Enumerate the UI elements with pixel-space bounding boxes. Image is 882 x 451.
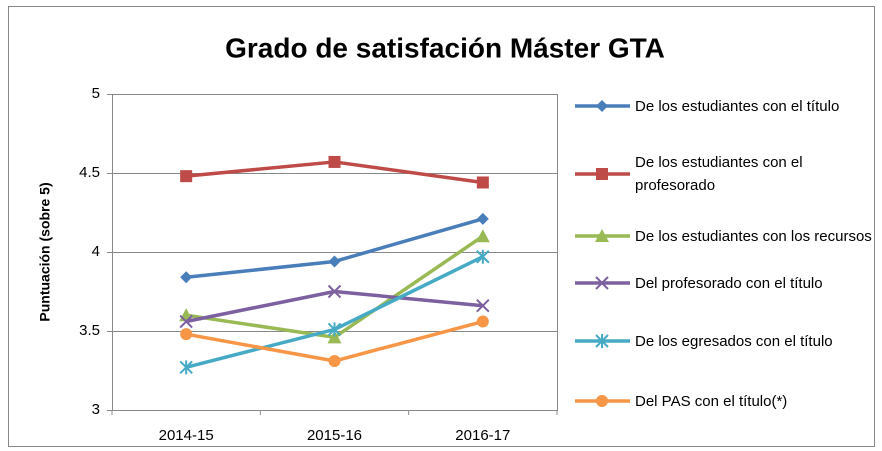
marker xyxy=(180,170,193,183)
marker xyxy=(327,284,342,299)
chart-border xyxy=(8,6,875,447)
marker xyxy=(328,255,341,268)
marker xyxy=(328,155,341,168)
legend-label: Del profesorado con el título xyxy=(635,274,823,292)
legend-label: De los egresados con el título xyxy=(635,332,833,350)
marker xyxy=(476,176,489,189)
marker xyxy=(595,229,609,242)
marker xyxy=(476,299,490,313)
marker xyxy=(595,276,609,290)
marker xyxy=(179,314,193,329)
y-axis-label: Puntuación (sobre 5) xyxy=(37,182,53,321)
marker xyxy=(595,334,609,348)
marker xyxy=(596,168,608,180)
marker xyxy=(476,315,489,328)
y-tick-label: 4 xyxy=(92,243,100,260)
x-tick-label: 2014-15 xyxy=(159,427,214,444)
legend-label: De los estudiantes con el profesorado xyxy=(635,154,803,194)
marker xyxy=(180,271,193,284)
y-tick-label: 4.5 xyxy=(79,164,100,181)
y-tick-label: 3.5 xyxy=(79,322,100,339)
marker xyxy=(596,100,608,112)
marker xyxy=(179,360,193,375)
legend-label: De los estudiantes con los recursos xyxy=(635,227,872,245)
x-tick-label: 2015-16 xyxy=(307,427,362,444)
legend-label: Del PAS con el título(*) xyxy=(635,392,788,410)
marker xyxy=(475,229,490,243)
chart-title: Grado de satisfación Máster GTA xyxy=(225,32,665,63)
marker xyxy=(327,330,342,344)
legend-label: De los estudiantes con el título xyxy=(635,97,840,115)
marker xyxy=(476,249,490,264)
x-tick-label: 2016-17 xyxy=(455,427,510,444)
marker xyxy=(180,328,193,341)
y-tick-label: 5 xyxy=(92,85,100,102)
marker xyxy=(596,395,608,407)
marker xyxy=(476,212,489,225)
marker xyxy=(328,355,341,368)
y-tick-label: 3 xyxy=(92,401,100,418)
marker xyxy=(327,322,342,337)
